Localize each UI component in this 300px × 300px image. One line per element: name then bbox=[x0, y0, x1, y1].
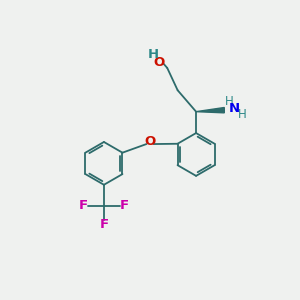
Text: F: F bbox=[99, 218, 109, 230]
Text: F: F bbox=[79, 199, 88, 212]
Text: H: H bbox=[224, 95, 233, 108]
Polygon shape bbox=[196, 107, 224, 113]
Text: H: H bbox=[148, 48, 159, 61]
Text: H: H bbox=[238, 108, 247, 121]
Text: O: O bbox=[144, 135, 156, 148]
Text: O: O bbox=[153, 56, 164, 68]
Text: N: N bbox=[228, 102, 239, 115]
Text: F: F bbox=[120, 199, 129, 212]
